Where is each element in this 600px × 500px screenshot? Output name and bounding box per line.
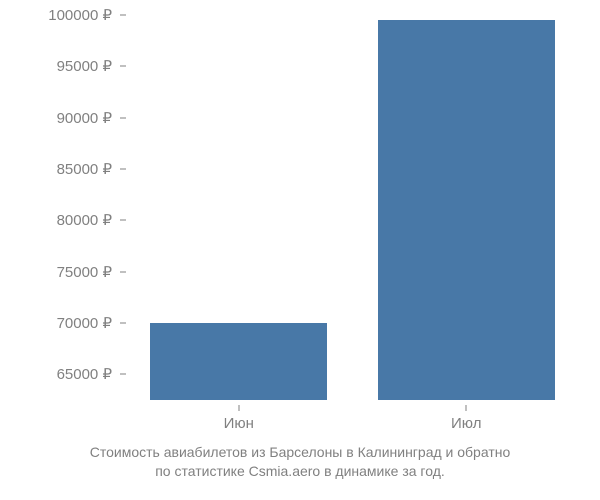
y-tick-label: 75000 ₽ — [57, 263, 112, 281]
y-tick-mark — [120, 117, 126, 118]
y-axis: 65000 ₽ 70000 ₽ 75000 ₽ 80000 ₽ 85000 ₽ 90000… — [20, 15, 120, 400]
x-tick-mark — [238, 405, 239, 411]
y-tick-mark — [120, 169, 126, 170]
y-tick-label: 90000 ₽ — [57, 109, 112, 127]
y-tick-mark — [120, 66, 126, 67]
y-tick-mark — [120, 374, 126, 375]
x-axis: Июн Июл — [125, 405, 580, 440]
plot-area — [125, 15, 580, 400]
x-tick-label: Июл — [451, 415, 481, 432]
y-tick-label: 85000 ₽ — [57, 160, 112, 178]
y-tick-mark — [120, 15, 126, 16]
chart-caption: Стоимость авиабилетов из Барселоны в Кал… — [0, 443, 600, 482]
caption-line-1: Стоимость авиабилетов из Барселоны в Кал… — [90, 444, 511, 460]
y-tick-label: 80000 ₽ — [57, 211, 112, 229]
bar — [150, 323, 327, 400]
x-tick-label: Июн — [224, 415, 254, 432]
x-tick-mark — [466, 405, 467, 411]
y-tick-label: 100000 ₽ — [48, 6, 112, 24]
caption-line-2: по статистике Csmia.aero в динамике за г… — [155, 463, 445, 479]
y-tick-mark — [120, 271, 126, 272]
y-tick-label: 95000 ₽ — [57, 57, 112, 75]
y-tick-mark — [120, 323, 126, 324]
y-tick-mark — [120, 220, 126, 221]
bar — [378, 20, 555, 400]
chart-container: 65000 ₽ 70000 ₽ 75000 ₽ 80000 ₽ 85000 ₽ 90000… — [20, 10, 580, 440]
y-tick-label: 70000 ₽ — [57, 314, 112, 332]
y-tick-label: 65000 ₽ — [57, 365, 112, 383]
